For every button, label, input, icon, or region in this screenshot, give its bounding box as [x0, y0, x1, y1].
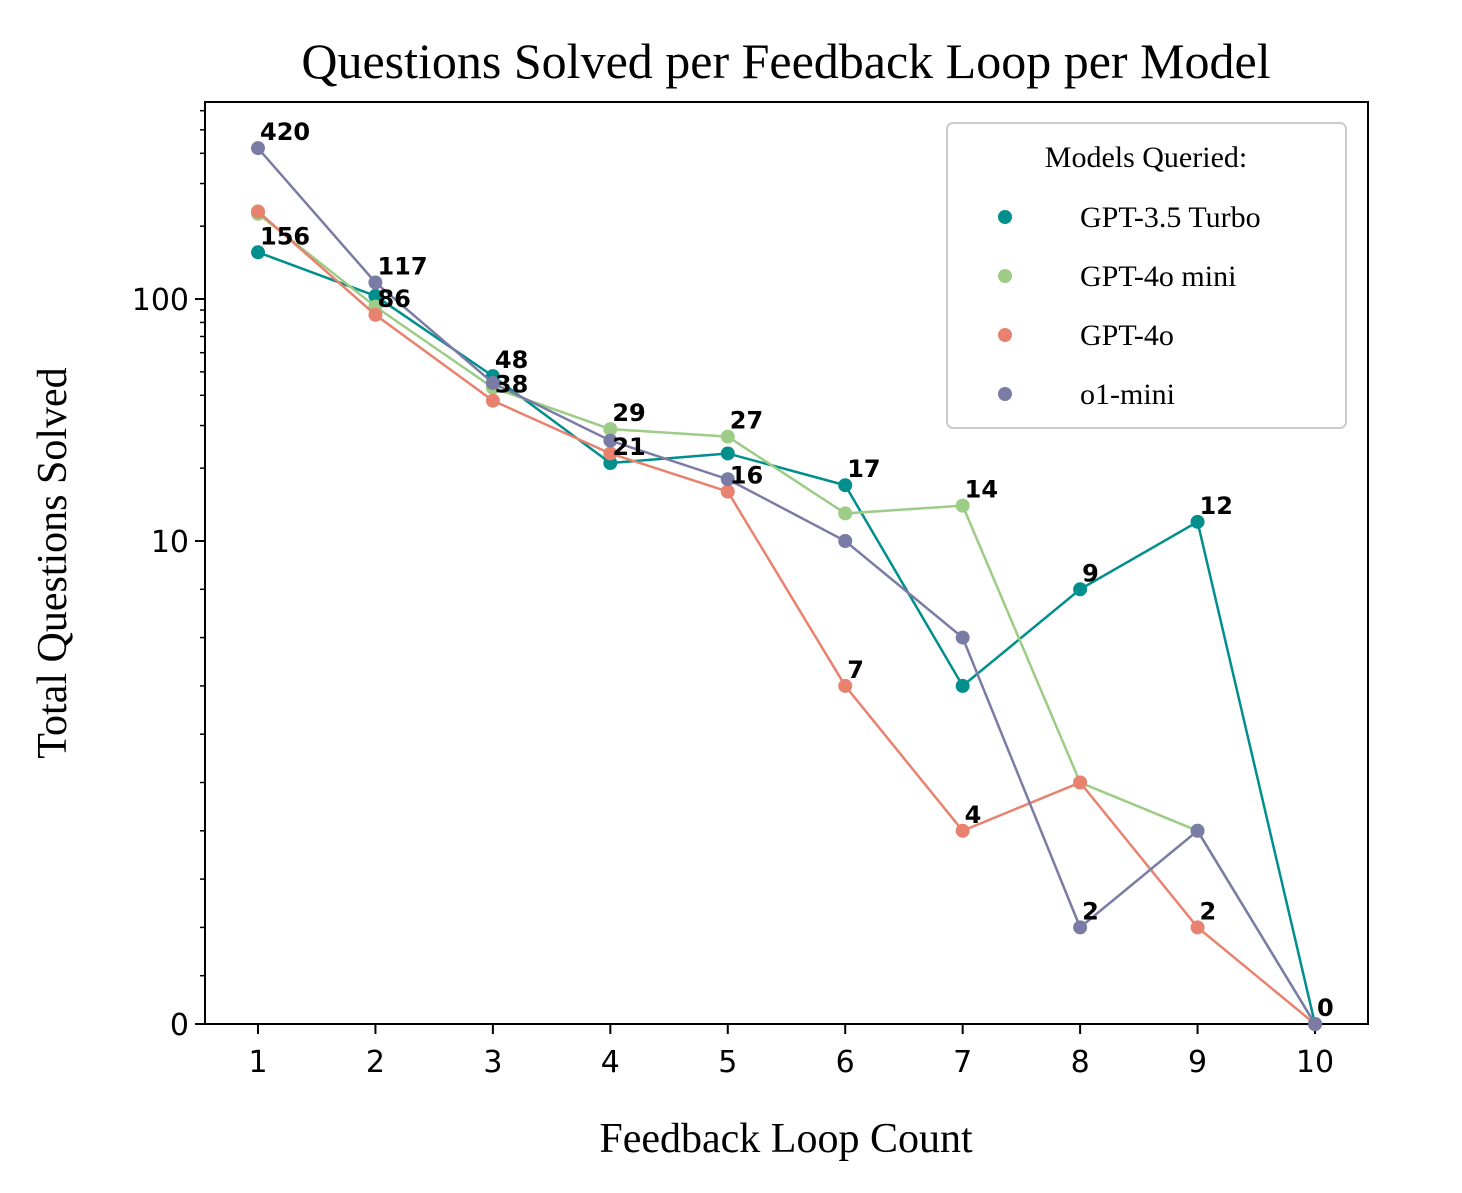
data-label: 17 [847, 455, 880, 483]
data-point [251, 245, 265, 260]
data-point [955, 630, 970, 645]
series-line [257, 210, 1316, 1025]
data-label: 156 [260, 222, 310, 250]
data-point [1073, 920, 1088, 935]
y-tick-label: 100 [132, 283, 189, 318]
data-point [485, 375, 500, 390]
data-point [955, 678, 970, 693]
legend-title: Models Queried: [1045, 141, 1247, 174]
data-point [603, 446, 618, 461]
legend-label: GPT-4o mini [1080, 260, 1236, 293]
series-line [257, 251, 1317, 1025]
series-line [257, 147, 1317, 1025]
data-point [368, 307, 383, 322]
data-point [368, 275, 383, 290]
data-label: 7 [847, 656, 864, 684]
data-point [485, 393, 500, 408]
data-point [720, 429, 735, 444]
data-label: 48 [495, 346, 528, 374]
data-point [838, 678, 853, 693]
x-tick-label: 6 [836, 1045, 855, 1080]
data-label: 12 [1200, 492, 1233, 520]
legend: Models Queried: GPT-3.5 Turbo GPT-4o mini… [946, 122, 1347, 429]
plot-frame [204, 101, 1369, 1025]
data-label: 2 [1082, 897, 1099, 925]
data-point [1190, 920, 1205, 935]
x-tick-label: 10 [1296, 1045, 1334, 1080]
data-point [251, 204, 265, 219]
data-label: 16 [730, 462, 763, 490]
x-tick-label: 1 [248, 1045, 267, 1080]
data-label: 29 [612, 399, 645, 427]
data-label: 117 [377, 252, 427, 280]
y-minor-ticks [200, 109, 205, 977]
legend-marker [998, 269, 1012, 283]
series-group [251, 141, 1322, 1031]
y-axis-label: Total Questions Solved [30, 367, 76, 758]
data-point [1190, 514, 1205, 529]
x-tick-label: 3 [483, 1045, 502, 1080]
legend-marker [998, 387, 1012, 401]
data-point [955, 498, 970, 513]
data-point [1073, 775, 1088, 790]
data-label: 9 [1082, 559, 1099, 587]
legend-marker [998, 328, 1012, 342]
chart-title: Questions Solved per Feedback Loop per M… [301, 33, 1270, 89]
x-axis-label: Feedback Loop Count [599, 1116, 973, 1162]
x-tick-label: 4 [601, 1045, 620, 1080]
x-tick-label: 8 [1071, 1045, 1090, 1080]
data-point [838, 506, 853, 521]
series-line [257, 212, 1317, 1025]
plot-area [204, 101, 1369, 1025]
data-label: 86 [377, 285, 410, 313]
data-label: 14 [965, 476, 998, 504]
data-label: 27 [730, 407, 763, 435]
x-tick-label: 5 [718, 1045, 737, 1080]
data-label: 21 [612, 433, 645, 461]
legend-label: GPT-4o [1080, 319, 1174, 352]
data-label: 0 [1317, 994, 1334, 1022]
legend-label: o1-mini [1080, 378, 1175, 411]
series-layer [251, 141, 1322, 1031]
legend-label: GPT-3.5 Turbo [1080, 201, 1261, 234]
data-point [603, 422, 618, 437]
data-point [955, 823, 970, 838]
data-point [1073, 582, 1088, 597]
data-point [720, 472, 735, 487]
data-label: 4 [965, 801, 982, 829]
x-tick-label: 2 [366, 1045, 385, 1080]
y-tick-label: 10 [151, 525, 189, 560]
data-point [603, 433, 618, 448]
data-point [720, 446, 735, 461]
x-axis-ticks: 1 2 3 4 5 6 7 8 9 10 [248, 1024, 1334, 1080]
data-point [1190, 823, 1205, 838]
y-tick-label: 0 [170, 1008, 189, 1043]
x-tick-label: 9 [1188, 1045, 1207, 1080]
data-point [1308, 1017, 1322, 1031]
x-tick-label: 7 [953, 1045, 972, 1080]
data-label: 38 [495, 371, 528, 399]
data-label: 2 [1200, 897, 1217, 925]
legend-box [946, 122, 1347, 429]
y-axis-ticks: 0 10 100 [132, 283, 205, 1043]
data-point [838, 534, 853, 548]
data-point [720, 484, 735, 499]
legend-marker [998, 210, 1012, 224]
data-point [838, 478, 853, 493]
data-label: 420 [260, 118, 310, 146]
legend-entries: GPT-3.5 Turbo GPT-4o mini GPT-4o o1-mini [998, 201, 1261, 411]
data-point [368, 288, 383, 303]
data-point [251, 141, 265, 156]
